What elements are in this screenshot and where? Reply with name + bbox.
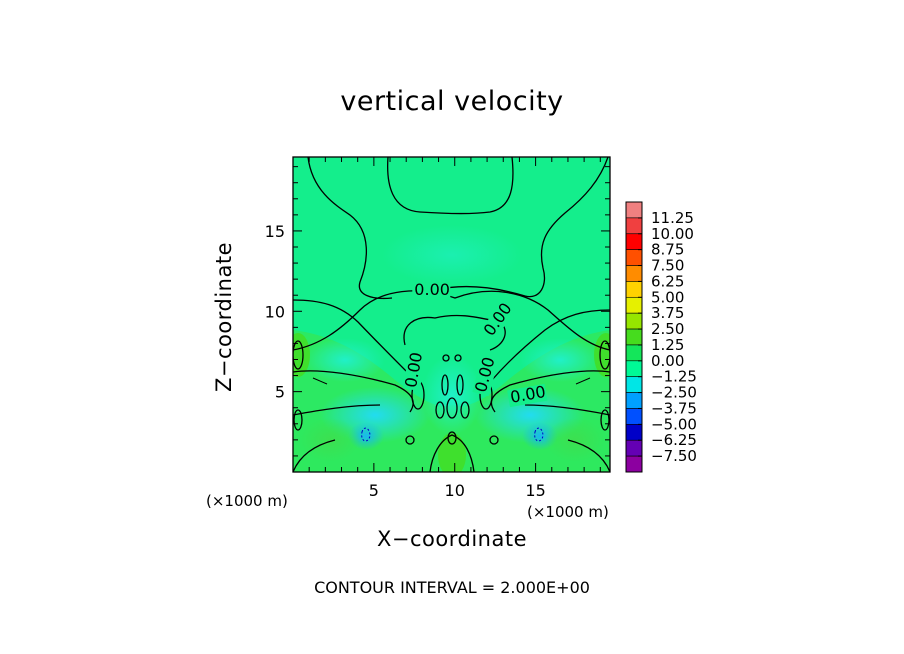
x-axis-unit-label-right: (×1000 m) [527,503,609,521]
contour-line [387,157,514,215]
teal-zone-left [305,338,385,382]
y-tick-label: 10 [265,302,285,321]
contour-label-bg [507,383,548,408]
colorbar-label: −1.25 [651,368,697,386]
contour-line [460,401,470,419]
colorbar-swatch [625,217,643,235]
contour-interval-text: CONTOUR INTERVAL = 2.000E+00 [314,578,590,597]
contour-line [405,435,415,445]
teal-zone-right [520,338,600,382]
colorbar-label: 3.75 [651,304,684,322]
contour-line [435,401,445,419]
colorbar-swatch [625,281,643,298]
contour-line [600,409,610,431]
colorbar-label: −6.25 [651,431,697,449]
updraft-right [545,418,605,462]
contour-line [489,435,499,445]
updraft-left-edge [293,333,310,377]
contour-label-text: 0.00 [414,280,450,299]
contour-label-bg [472,355,499,397]
contour-label-bg [480,300,516,341]
plot-frame [292,156,611,473]
colorbar-swatch [625,360,643,378]
negative-contour-right [534,427,544,442]
contour-line [403,314,506,351]
colorbar-swatch [625,296,643,314]
colorbar-label: −3.75 [651,399,697,417]
colorbar-swatch [625,392,643,409]
y-tick-label: 15 [265,222,285,241]
colorbar-swatch [625,265,643,282]
colorbar: 11.2510.008.757.506.255.003.752.501.250.… [625,201,697,473]
colorbar-label: 10.00 [651,225,694,243]
y-axis-label: Z−coordinate [212,242,236,392]
colorbar-swatch [625,344,643,362]
contour-line [307,157,393,300]
negative-zone-center [422,355,482,435]
colorbar-label: 11.25 [651,209,694,227]
colorbar-swatch [625,439,643,457]
contour-label: 0.00 [412,280,451,300]
negative-contour-left [361,427,371,442]
colorbar-swatch [625,328,643,346]
contour-line [293,299,416,381]
contour-line [441,374,449,396]
contour-line [575,377,591,385]
contour-label-bg [402,350,427,392]
colorbar-label: 0.00 [651,352,684,370]
contour-line [491,309,610,381]
contour-line [442,354,450,362]
axis-tick-labels: 5 10 15 5 10 15 [265,222,546,500]
colorbar-swatch [625,312,643,330]
updraft-right-edge [594,333,610,377]
colorbar-label: 8.75 [651,241,684,259]
colorbar-label: 6.25 [651,272,684,290]
colorbar-swatch [625,233,643,250]
contour-labels: 0.000.000.00 0.000.00 [401,280,548,408]
colorbar-label: 2.50 [651,320,684,338]
axis-ticks [293,157,610,472]
colorbar-label: 1.25 [651,336,684,354]
contour-line [599,340,610,370]
x-tick-label: 5 [369,481,379,500]
contour-line [434,157,609,298]
contour-line [567,439,610,472]
x-tick-label: 15 [525,481,545,500]
x-axis-label: X−coordinate [377,527,527,551]
contour-line [429,434,475,472]
teal-zone-top [382,225,522,285]
colorbar-swatch [625,201,643,219]
updraft-center [438,433,466,472]
colorbar-label: −2.50 [651,384,697,402]
chart-title: vertical velocity [340,86,564,117]
x-tick-label: 10 [445,481,465,500]
colorbar-label: 7.50 [651,257,684,275]
x-axis-unit-label: (×1000 m) [206,492,288,510]
velocity-field [293,157,610,472]
colorbar-swatch [625,455,643,473]
contour-line [446,397,458,419]
contour-line [312,377,328,385]
contour-line [456,374,464,396]
colorbar-swatch [625,424,643,441]
contour-line [293,439,336,472]
colorbar-label: −5.00 [651,415,697,433]
y-tick-label: 5 [275,383,285,402]
colorbar-label: 5.00 [651,288,684,306]
contour-line [454,354,462,362]
colorbar-swatch [625,408,643,425]
updraft-left [300,418,360,462]
contour-line [293,409,303,431]
colorbar-label: −7.50 [651,447,697,465]
contour-line [447,431,457,445]
contour-line [293,340,304,370]
colorbar-swatch [625,249,643,266]
contour-label-bg [412,282,451,300]
colorbar-swatch [625,376,643,393]
colorbar-frame [625,201,643,473]
